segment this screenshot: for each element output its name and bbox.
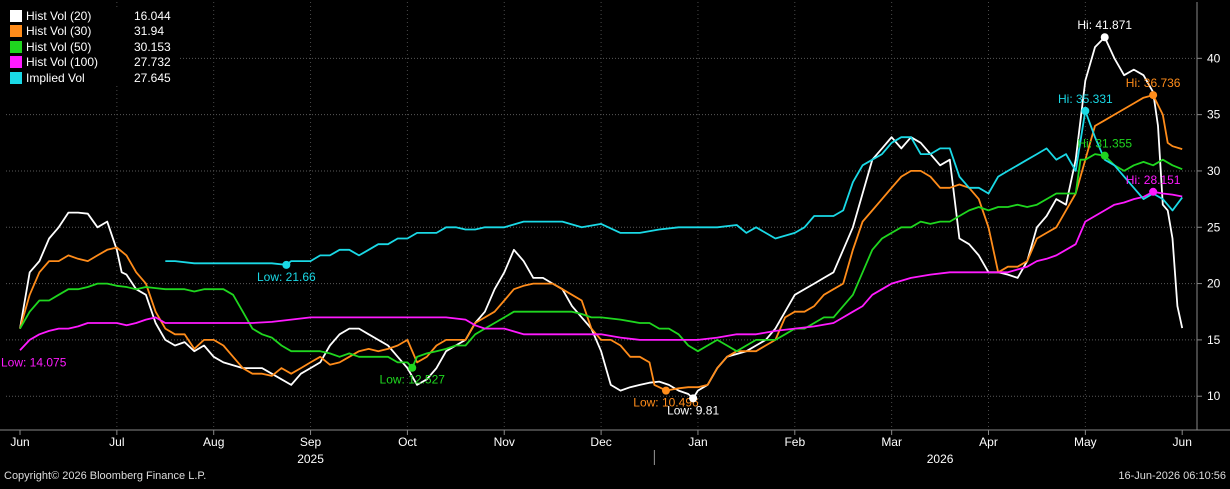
- x-tick-label: Oct: [398, 435, 417, 449]
- legend-series-name: Hist Vol (100): [26, 55, 99, 70]
- x-tick-label: Jul: [109, 435, 124, 449]
- x-tick-label: Jan: [688, 435, 707, 449]
- x-tick-label: Apr: [979, 435, 998, 449]
- timestamp-text: 16-Jun-2026 06:10:56: [1118, 470, 1226, 482]
- year-label: 2025: [297, 452, 324, 466]
- series-line-hist-vol-100: [19, 190, 1183, 351]
- legend-series-value: 16.044: [134, 8, 171, 23]
- chart-legend: Hist Vol (20) 16.044 Hist Vol (30) 31.94…: [4, 8, 180, 86]
- legend-swatch: [10, 71, 22, 84]
- annotation-label: Low: 14.075: [1, 355, 67, 369]
- y-tick-label: 20: [1207, 277, 1221, 291]
- legend-series-name: Implied Vol: [26, 70, 85, 85]
- legend-item-hist-vol-50[interactable]: Hist Vol (50) 30.153: [4, 39, 180, 55]
- x-tick-label: Dec: [590, 435, 611, 449]
- annotation-label: Hi: 31.355: [1077, 137, 1132, 151]
- year-label: 2026: [927, 452, 954, 466]
- y-tick-label: 35: [1207, 108, 1221, 122]
- annotation-dot: [661, 386, 670, 395]
- annotation-label: Hi: 36.736: [1126, 76, 1181, 90]
- x-tick-label: Nov: [494, 435, 515, 449]
- x-tick-label: Feb: [784, 435, 805, 449]
- y-tick-label: 25: [1207, 220, 1221, 234]
- annotation-dot: [689, 394, 698, 403]
- annotation-dot: [1149, 91, 1158, 100]
- legend-item-hist-vol-100[interactable]: Hist Vol (100) 27.732: [4, 55, 180, 71]
- annotation-dot: [282, 260, 291, 269]
- legend-swatch: [10, 25, 22, 38]
- y-tick-label: 15: [1207, 333, 1221, 347]
- annotation-label: Hi: 41.871: [1077, 18, 1132, 32]
- legend-swatch: [10, 9, 22, 22]
- annotation-label: Low: 10.496: [633, 396, 699, 410]
- series-line-hist-vol-30: [19, 94, 1183, 392]
- legend-item-implied-vol[interactable]: Implied Vol 27.645: [4, 70, 180, 86]
- annotation-dot: [1149, 187, 1158, 196]
- annotation-label: Hi: 35.331: [1058, 92, 1113, 106]
- annotation-label: Hi: 28.151: [1126, 173, 1181, 187]
- legend-swatch: [10, 40, 22, 53]
- annotation-dot: [1100, 33, 1109, 42]
- legend-swatch: [10, 56, 22, 69]
- legend-item-hist-vol-30[interactable]: Hist Vol (30) 31.94: [4, 24, 180, 40]
- legend-series-value: 27.645: [134, 70, 171, 85]
- x-tick-label: Jun: [10, 435, 29, 449]
- legend-series-value: 31.94: [134, 24, 165, 39]
- x-tick-label: Mar: [881, 435, 902, 449]
- legend-series-name: Hist Vol (50): [26, 39, 92, 54]
- copyright-text: Copyright© 2026 Bloomberg Finance L.P.: [4, 470, 207, 482]
- series-line-hist-vol-20: [19, 36, 1184, 400]
- annotation-label: Low: 12.527: [380, 373, 446, 387]
- legend-series-value: 30.153: [134, 39, 171, 54]
- x-tick-label: Sep: [300, 435, 322, 449]
- y-tick-label: 40: [1207, 51, 1221, 65]
- annotation-label: Low: 9.81: [667, 403, 719, 417]
- series-line-implied-vol: [165, 110, 1183, 266]
- annotation-dot: [408, 363, 417, 372]
- x-tick-label: Aug: [203, 435, 224, 449]
- legend-series-name: Hist Vol (30): [26, 24, 92, 39]
- annotation-dot: [1081, 106, 1090, 115]
- y-tick-label: 30: [1207, 164, 1221, 178]
- x-tick-label: May: [1074, 435, 1097, 449]
- legend-series-value: 27.732: [134, 55, 171, 70]
- y-tick-label: 10: [1207, 389, 1221, 403]
- legend-series-name: Hist Vol (20): [26, 8, 92, 23]
- series-line-hist-vol-50: [19, 153, 1183, 369]
- legend-item-hist-vol-20[interactable]: Hist Vol (20) 16.044: [4, 8, 180, 24]
- annotation-label: Low: 21.66: [257, 270, 316, 284]
- annotation-dot: [1100, 151, 1109, 160]
- x-tick-label: Jun: [1173, 435, 1192, 449]
